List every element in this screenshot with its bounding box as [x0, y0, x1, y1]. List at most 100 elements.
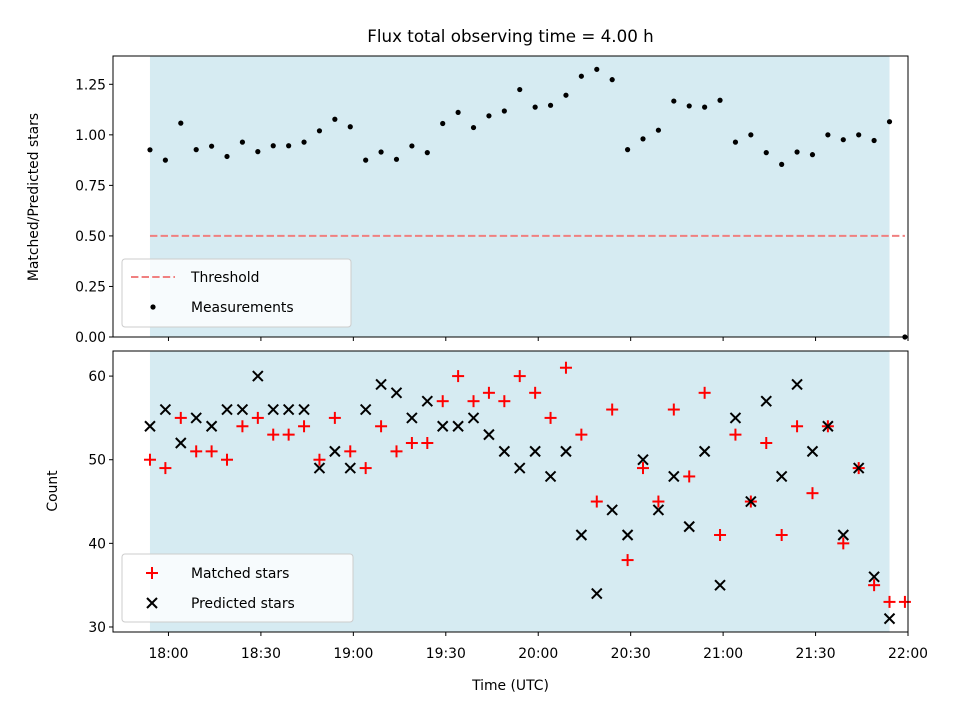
measurement-point [347, 124, 353, 130]
predicted-star-point [837, 529, 849, 541]
measurement-point [239, 139, 246, 145]
panel-counts-x-ticks: 18:00 18:30 19:00 19:30 20:00 20:30 21:00 21:30… [148, 632, 928, 662]
matched-stars-points [143, 361, 911, 608]
predicted-star-point [822, 420, 834, 432]
measurement-point [640, 136, 646, 142]
matched-star-point [205, 445, 218, 458]
measurement-point [779, 161, 785, 167]
predicted-star-point [745, 495, 757, 508]
matched-star-point [791, 420, 804, 433]
predicted-star-point [591, 587, 603, 600]
predicted-star-point [267, 403, 279, 416]
predicted-star-point [852, 462, 865, 474]
predicted-star-point [236, 403, 249, 416]
measurement-point [162, 157, 168, 163]
measurement-point [794, 149, 800, 155]
x-tick-label: 19:30 [426, 646, 466, 662]
predicted-star-point [390, 387, 403, 399]
predicted-star-point [359, 403, 372, 416]
measurement-point [224, 153, 230, 160]
legend-matched-label: Matched stars [191, 566, 289, 582]
matched-star-point [298, 420, 311, 433]
y-tick-label: 1.25 [75, 77, 106, 93]
predicted-star-point [868, 571, 880, 583]
predicted-star-point [483, 428, 495, 441]
measurement-point [209, 143, 215, 149]
matched-star-point [529, 386, 542, 399]
matched-star-point [421, 436, 434, 449]
measurement-point [825, 132, 831, 138]
predicted-star-point [514, 462, 526, 474]
measurement-point [363, 157, 369, 163]
measurement-point [316, 128, 323, 134]
measurement-point [578, 73, 584, 79]
predicted-star-point [144, 420, 156, 432]
measurement-point [147, 147, 153, 153]
predicted-star-point [205, 420, 218, 432]
matched-star-point [883, 595, 896, 608]
measurement-point [193, 146, 199, 153]
predicted-star-point [529, 445, 541, 458]
predicted-star-point [452, 420, 464, 432]
x-tick-label: 20:30 [611, 646, 651, 662]
y-tick-label: 40 [88, 536, 106, 552]
matched-star-point [282, 428, 295, 441]
y-tick-label: 60 [88, 369, 106, 385]
measurement-point [717, 97, 723, 103]
matched-star-point [775, 528, 788, 541]
y-tick-label: 0.50 [75, 229, 106, 245]
y-tick-label: 0.25 [75, 279, 106, 295]
matched-star-point [652, 495, 665, 508]
measurement-point [547, 102, 554, 108]
predicted-star-point [467, 412, 480, 424]
panel-ratio-x-ticks [167, 337, 909, 341]
y-tick-label: 0.75 [75, 178, 106, 194]
measurement-point [748, 132, 754, 138]
predicted-star-point [652, 504, 665, 516]
measurement-point [409, 143, 415, 149]
matched-star-point [498, 395, 511, 408]
matched-star-point [760, 436, 773, 449]
matched-star-point [868, 579, 881, 592]
matched-star-point [806, 487, 819, 500]
predicted-star-point [806, 445, 819, 458]
matched-star-point [559, 361, 572, 374]
legend-ratio: Threshold Measurements [121, 258, 352, 328]
predicted-star-point [375, 378, 387, 391]
measurement-point [809, 152, 816, 158]
measurement-point [393, 156, 400, 162]
matched-star-point [714, 528, 727, 541]
x-tick-label: 18:00 [148, 646, 188, 662]
measurement-point [763, 150, 769, 156]
predicted-star-point [883, 612, 896, 625]
measurement-point [624, 146, 631, 153]
x-tick-label: 21:30 [796, 646, 836, 662]
legend-measurements-label: Measurements [191, 300, 294, 316]
predicted-star-point [544, 470, 557, 483]
matched-star-point [482, 386, 495, 399]
measurement-point [532, 104, 538, 110]
matched-star-point [606, 403, 619, 416]
predicted-star-point [190, 412, 202, 424]
matched-star-point [452, 370, 465, 383]
y-tick-label: 50 [88, 453, 106, 469]
matched-star-point [236, 420, 249, 433]
matched-star-point [683, 470, 696, 483]
predicted-star-point [775, 470, 788, 483]
predicted-star-point [637, 454, 649, 466]
predicted-star-point [498, 445, 511, 458]
measurement-point [501, 108, 507, 114]
matched-star-point [544, 411, 557, 424]
predicted-star-point [175, 437, 187, 449]
measurement-point [517, 86, 523, 93]
matched-star-point [698, 386, 711, 399]
legend-counts-box [121, 553, 354, 623]
measurement-point [470, 124, 477, 131]
predicted-star-point [252, 370, 264, 382]
x-tick-label: 19:00 [333, 646, 373, 662]
predicted-star-point [344, 462, 356, 474]
x-axis-label: Time (UTC) [471, 678, 549, 694]
matched-star-point [405, 436, 418, 449]
measurement-point [286, 143, 292, 149]
